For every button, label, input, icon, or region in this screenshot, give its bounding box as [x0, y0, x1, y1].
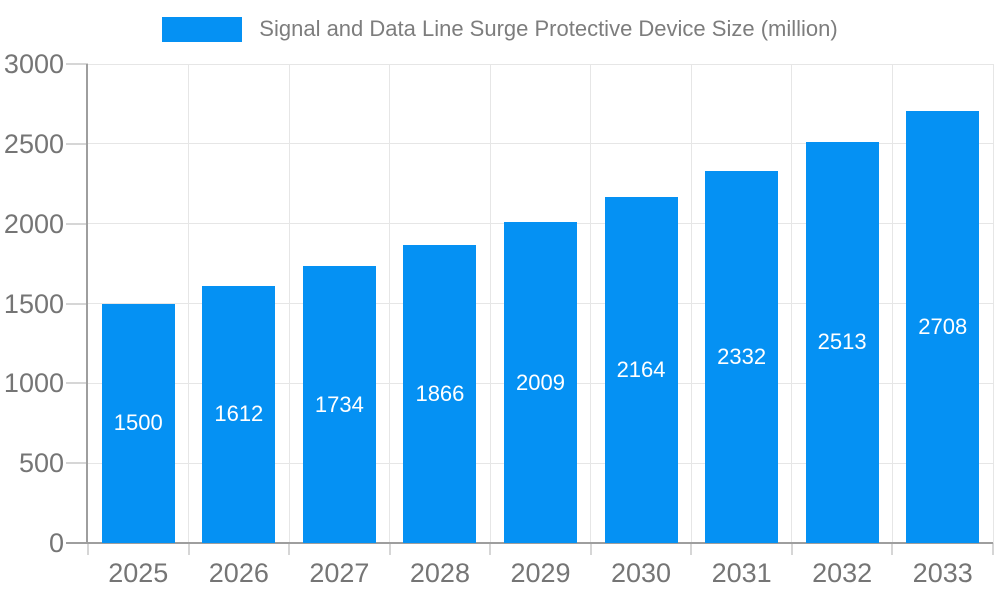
legend-label: Signal and Data Line Surge Protective De… [259, 16, 838, 41]
y-axis-tick [66, 382, 88, 385]
x-axis-category-label: 2027 [309, 558, 370, 588]
gridline-vertical [590, 64, 592, 543]
x-axis-line [66, 542, 993, 544]
x-axis-category-label: 2026 [208, 558, 269, 588]
x-axis-category-label: 2032 [812, 558, 873, 588]
x-axis-tick [891, 543, 894, 555]
y-axis-tick [66, 302, 88, 305]
y-axis-line [86, 64, 88, 543]
gridline-vertical [791, 64, 793, 543]
y-axis-tick [66, 462, 88, 465]
y-axis-tick [66, 142, 88, 145]
legend-swatch[interactable] [162, 16, 243, 42]
gridline-vertical [690, 64, 692, 543]
y-axis-tick [66, 63, 88, 65]
x-axis-category-label: 2030 [611, 558, 672, 588]
x-axis-category-label: 2033 [912, 558, 973, 588]
gridline-vertical [891, 64, 893, 543]
bar[interactable]: 1734 [302, 266, 376, 543]
bar[interactable]: 1500 [101, 303, 175, 543]
y-axis-tick [66, 222, 88, 225]
bar[interactable]: 1612 [202, 285, 276, 543]
x-axis-category-label: 2029 [510, 558, 571, 588]
bar-value-label: 2164 [616, 357, 666, 383]
y-axis-tick-label: 1500 [3, 288, 64, 319]
y-axis-tick-label: 500 [18, 448, 64, 479]
x-axis-category-label: 2025 [108, 558, 169, 588]
x-axis-tick [790, 543, 793, 555]
bar-value-label: 2708 [918, 313, 968, 339]
x-axis-tick [388, 543, 391, 555]
bar[interactable]: 2513 [805, 141, 879, 543]
gridline-horizontal [88, 143, 993, 145]
gridline-vertical [389, 64, 391, 543]
gridline-horizontal [88, 63, 993, 65]
x-axis-category-label: 2031 [711, 558, 772, 588]
bar[interactable]: 2164 [604, 197, 678, 543]
bar[interactable]: 2708 [906, 110, 980, 543]
legend[interactable]: Signal and Data Line Surge Protective De… [0, 16, 1000, 42]
gridline-vertical [288, 64, 290, 543]
bar-value-label: 1734 [314, 391, 364, 417]
x-axis-tick [489, 543, 492, 555]
gridline-vertical [489, 64, 491, 543]
bar-value-label: 2332 [717, 343, 767, 369]
y-axis-tick-label: 2000 [3, 208, 64, 239]
x-axis-tick [690, 543, 693, 555]
bar-value-label: 1612 [214, 401, 264, 427]
x-axis-tick [288, 543, 291, 555]
bar-value-label: 1866 [415, 381, 465, 407]
bar[interactable]: 1866 [403, 245, 477, 543]
x-axis-tick [87, 543, 89, 555]
y-axis-tick-label: 3000 [3, 49, 64, 79]
bar[interactable]: 2332 [705, 170, 779, 543]
bar-value-label: 2513 [817, 329, 867, 355]
x-axis-tick [992, 543, 994, 555]
x-axis-tick [589, 543, 592, 555]
x-axis-tick [187, 543, 190, 555]
gridline-vertical [188, 64, 190, 543]
gridline-vertical [992, 64, 994, 543]
y-axis-tick-label: 1000 [3, 368, 64, 399]
bar-value-label: 1500 [113, 410, 163, 436]
bar-value-label: 2009 [516, 369, 565, 395]
y-axis-tick-label: 0 [48, 528, 64, 558]
y-axis-tick-label: 2500 [3, 128, 64, 159]
bar[interactable]: 2009 [504, 222, 577, 543]
x-axis-category-label: 2028 [409, 558, 470, 588]
